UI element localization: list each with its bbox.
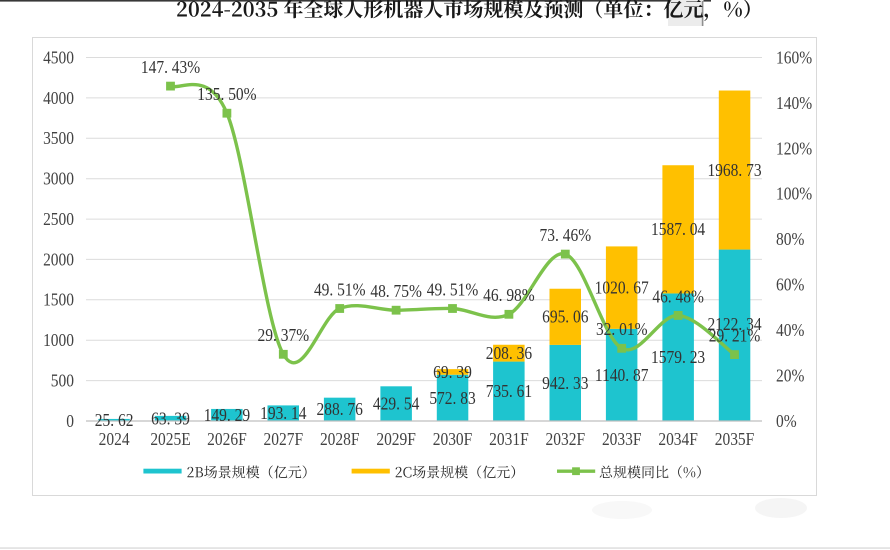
svg-text:49. 51%: 49. 51% (427, 279, 479, 299)
svg-text:63. 39: 63. 39 (151, 408, 190, 428)
svg-text:4000: 4000 (43, 88, 74, 108)
svg-text:208. 36: 208. 36 (486, 343, 532, 363)
svg-text:735. 61: 735. 61 (486, 381, 532, 401)
svg-text:1579. 23: 1579. 23 (651, 347, 705, 367)
svg-text:572. 83: 572. 83 (429, 388, 475, 408)
svg-text:160%: 160% (776, 47, 812, 67)
svg-text:2122. 34: 2122. 34 (707, 314, 762, 334)
svg-text:46. 98%: 46. 98% (483, 285, 535, 305)
svg-text:73. 46%: 73. 46% (540, 225, 592, 245)
svg-text:120%: 120% (776, 138, 812, 158)
svg-text:140%: 140% (776, 93, 812, 113)
svg-text:2028F: 2028F (320, 429, 360, 449)
svg-text:1500: 1500 (43, 290, 74, 310)
svg-text:1000: 1000 (43, 330, 74, 350)
svg-text:29. 37%: 29. 37% (258, 325, 310, 345)
svg-text:20%: 20% (776, 365, 804, 385)
svg-text:1587. 04: 1587. 04 (651, 219, 706, 239)
svg-text:3000: 3000 (43, 169, 74, 189)
svg-text:2025E: 2025E (150, 429, 190, 449)
svg-text:3500: 3500 (43, 128, 74, 148)
svg-text:1140. 87: 1140. 87 (595, 365, 649, 385)
svg-text:25. 62: 25. 62 (95, 410, 134, 430)
svg-text:288. 76: 288. 76 (317, 399, 363, 419)
svg-text:2500: 2500 (43, 209, 74, 229)
svg-text:32. 01%: 32. 01% (596, 319, 648, 339)
svg-text:695. 06: 695. 06 (542, 307, 588, 327)
svg-text:49. 51%: 49. 51% (314, 279, 366, 299)
svg-text:2027F: 2027F (264, 429, 304, 449)
svg-text:135. 50%: 135. 50% (197, 84, 256, 104)
svg-text:2034F: 2034F (658, 429, 698, 449)
svg-text:29. 21%: 29. 21% (709, 325, 761, 345)
svg-text:2000: 2000 (43, 249, 74, 269)
svg-text:0: 0 (66, 411, 74, 431)
svg-text:2024: 2024 (99, 429, 130, 449)
svg-text:2030F: 2030F (433, 429, 473, 449)
svg-text:60%: 60% (776, 275, 804, 295)
svg-text:2032F: 2032F (546, 429, 586, 449)
svg-text:1968. 73: 1968. 73 (707, 160, 761, 180)
svg-text:80%: 80% (776, 229, 804, 249)
svg-text:2026F: 2026F (207, 429, 247, 449)
svg-text:1020. 67: 1020. 67 (595, 277, 649, 297)
svg-text:2029F: 2029F (376, 429, 416, 449)
svg-text:193. 14: 193. 14 (260, 403, 307, 423)
svg-text:40%: 40% (776, 320, 804, 340)
svg-text:2031F: 2031F (489, 429, 529, 449)
svg-text:4500: 4500 (43, 47, 74, 67)
svg-text:500: 500 (51, 370, 74, 390)
svg-text:2033F: 2033F (602, 429, 642, 449)
svg-text:46. 48%: 46. 48% (652, 286, 704, 306)
svg-text:147. 43%: 147. 43% (141, 57, 200, 77)
svg-text:942. 33: 942. 33 (542, 373, 588, 393)
svg-text:149. 29: 149. 29 (204, 405, 250, 425)
svg-text:2035F: 2035F (715, 429, 755, 449)
svg-text:429. 54: 429. 54 (373, 394, 420, 414)
svg-text:48. 75%: 48. 75% (370, 281, 422, 301)
svg-text:0%: 0% (776, 411, 797, 431)
svg-text:69. 39: 69. 39 (433, 362, 472, 382)
svg-text:100%: 100% (776, 184, 812, 204)
